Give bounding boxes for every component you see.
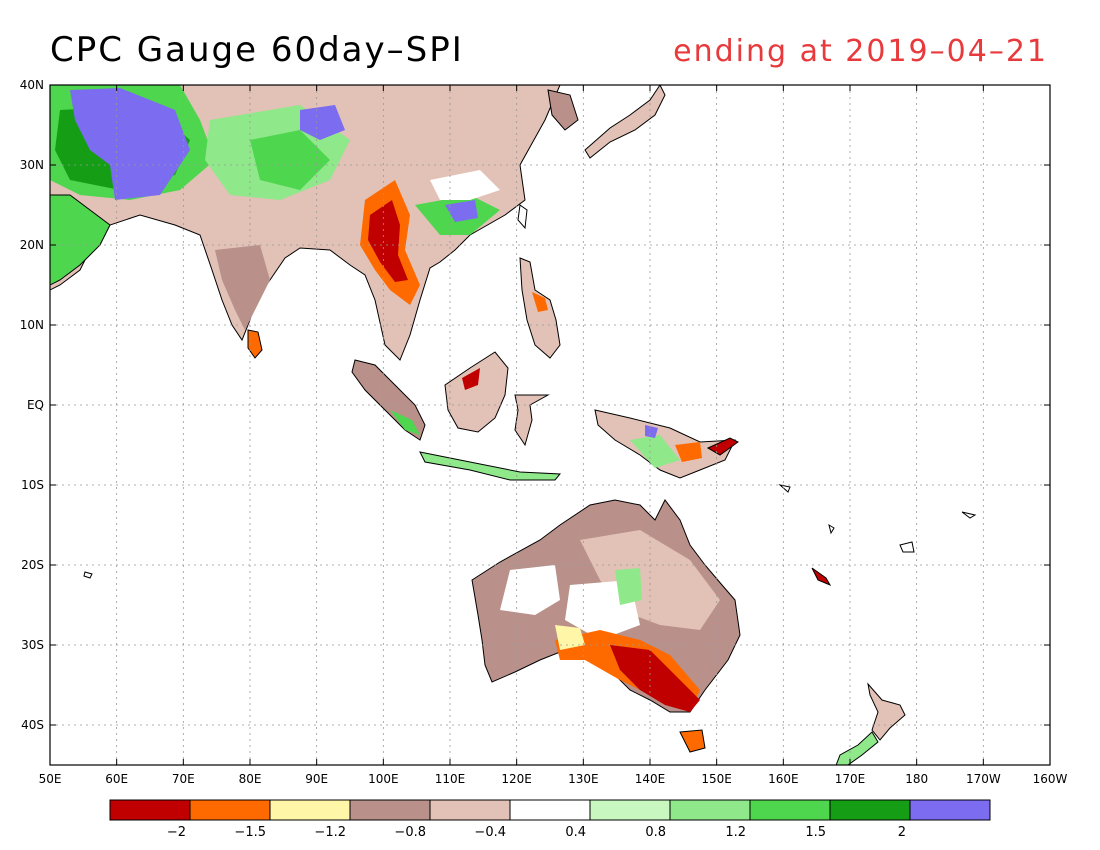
lon-tick-label: 90E <box>305 772 328 786</box>
new-zealand-north <box>867 682 906 741</box>
colorbar-swatch <box>349 799 431 821</box>
asia-white-patch <box>430 170 500 200</box>
colorbar-swatch <box>109 799 191 821</box>
lon-tick-label: 110E <box>435 772 466 786</box>
lon-tick-label: 50E <box>39 772 62 786</box>
sumatra-green <box>390 410 420 435</box>
korea <box>547 89 579 131</box>
map-frame <box>49 84 1051 766</box>
lat-tick-label: 20S <box>21 558 44 572</box>
colorbar-label: −0.4 <box>474 825 506 840</box>
japan <box>584 85 666 159</box>
new-caledonia <box>811 567 832 587</box>
borneo <box>444 351 509 433</box>
lat-tick-label: 30S <box>21 638 44 652</box>
lon-tick-label: 120E <box>501 772 532 786</box>
colorbar-label: −2 <box>167 825 186 840</box>
lat-tick-label: 10S <box>21 478 44 492</box>
australia-very-dry <box>610 645 700 712</box>
india-brown <box>215 245 270 330</box>
colorbar-swatch <box>589 799 671 821</box>
lon-tick-label: 100E <box>368 772 399 786</box>
small-island <box>961 511 977 519</box>
new-guinea-green <box>630 435 680 468</box>
indochina-very-dry <box>368 200 408 282</box>
small-island <box>828 523 835 535</box>
asia-wet-purple <box>70 88 190 200</box>
axis-ticks: 40N 30N 20N 10N EQ 10S 20S 30S 40S 50E 60E 70E 80E 90… <box>20 78 1068 786</box>
asia-wet-green-3 <box>250 130 330 190</box>
new-britain <box>706 437 739 456</box>
colorbar-swatch <box>429 799 511 821</box>
small-island <box>778 484 791 493</box>
asia-purple-2 <box>300 105 345 140</box>
lon-tick-label: 150E <box>701 772 732 786</box>
lon-tick-label: 60E <box>105 772 128 786</box>
sulawesi <box>514 394 550 447</box>
colorbar-swatch <box>269 799 351 821</box>
colorbar-swatch <box>749 799 831 821</box>
new-guinea-dry <box>675 442 702 462</box>
china-purple <box>445 200 478 222</box>
colorbar-label: 1.5 <box>805 825 826 840</box>
small-island <box>83 571 93 579</box>
lon-tick-label: 160E <box>768 772 799 786</box>
colorbar-label: −1.5 <box>234 825 266 840</box>
philippines-dry <box>532 292 548 312</box>
fiji <box>899 541 915 553</box>
new-guinea-purple <box>645 425 658 438</box>
lon-tick-label: 170W <box>966 772 1001 786</box>
sri-lanka <box>247 329 263 359</box>
map-date: ending at 2019–04–21 <box>673 34 1048 69</box>
colorbar-label: 0.8 <box>645 825 666 840</box>
colorbar: −2 −1.5 −1.2 −0.8 −0.4 0.4 0.8 1.2 1.5 2 <box>109 799 991 840</box>
colorbar-label: 0.4 <box>565 825 586 840</box>
lat-tick-label: 40S <box>21 718 44 732</box>
tasmania <box>679 729 706 753</box>
lon-tick-label: 140E <box>635 772 666 786</box>
colorbar-label: 2 <box>898 825 906 840</box>
colorbar-label: −0.8 <box>394 825 426 840</box>
lon-tick-label: 160W <box>1033 772 1068 786</box>
australia-lightbrown <box>580 530 720 630</box>
map-title: CPC Gauge 60day–SPI <box>50 30 464 70</box>
lat-tick-label: 10N <box>20 318 44 332</box>
map-content <box>50 85 977 765</box>
colorbar-swatch <box>509 799 591 821</box>
lat-tick-label: 40N <box>20 78 44 92</box>
lon-tick-label: 70E <box>172 772 195 786</box>
lat-tick-label: 30N <box>20 158 44 172</box>
borneo-dry <box>462 368 480 390</box>
lon-tick-label: 180 <box>905 772 928 786</box>
taiwan <box>517 204 528 230</box>
lon-tick-label: 80E <box>239 772 262 786</box>
lon-tick-label: 130E <box>568 772 599 786</box>
colorbar-swatch <box>669 799 751 821</box>
colorbar-swatch <box>909 799 991 821</box>
lon-tick-label: 170E <box>835 772 866 786</box>
lat-tick-label: 20N <box>20 238 44 252</box>
colorbar-swatch <box>189 799 271 821</box>
map-grid <box>50 85 1050 765</box>
colorbar-swatch <box>829 799 911 821</box>
australia-green <box>615 568 642 605</box>
java <box>419 451 562 481</box>
australia-yellow <box>555 625 585 650</box>
new-zealand-south <box>835 731 879 765</box>
colorbar-label: 1.2 <box>725 825 746 840</box>
colorbar-label: −1.2 <box>314 825 346 840</box>
australia-white <box>500 565 560 615</box>
lat-tick-label: EQ <box>27 398 44 412</box>
